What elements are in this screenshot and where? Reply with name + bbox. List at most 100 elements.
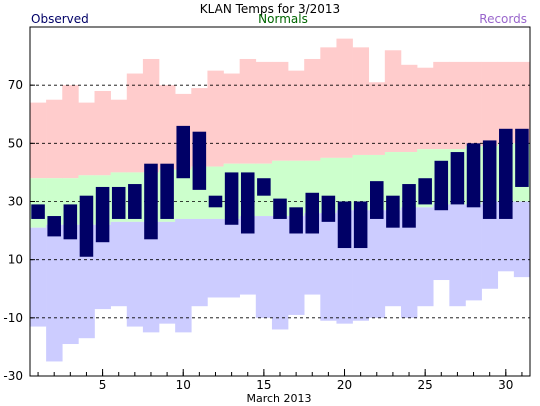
observed-bar [79,195,94,257]
record-high-band [223,73,240,164]
plot-area: -30 -10 10 30 50 70 5 10 15 20 25 30 [3,26,531,392]
record-low-band [400,207,418,318]
observed-bar [257,178,271,196]
normal-band [336,157,353,211]
legend-records: Records [479,12,527,26]
record-low-band [126,221,144,327]
normal-band [30,178,47,228]
observed-bar [402,184,416,228]
record-high-band [465,61,482,147]
normal-band [175,169,192,219]
record-low-band [223,218,240,298]
y-tick-label: 50 [8,136,23,150]
record-high-band [46,99,63,179]
y-tick-label: 10 [8,253,23,267]
record-low-band [513,201,531,278]
record-low-band [110,221,128,307]
record-low-band [207,218,224,298]
record-high-band [304,58,321,161]
record-high-band [288,70,305,161]
x-tick-label: 15 [256,378,271,392]
record-high-band [78,102,95,176]
chart-title: KLAN Temps for 3/2013 [200,2,340,16]
x-tick-label: 10 [176,378,191,392]
record-low-band [465,204,482,301]
record-high-band [142,58,160,173]
record-high-band [433,61,450,150]
observed-bar [305,192,320,234]
observed-bar [144,163,158,240]
x-tick-label: 20 [337,378,352,392]
observed-bar [63,204,78,240]
normal-band [288,160,305,217]
observed-bar [31,204,45,219]
record-low-band [62,224,79,345]
observed-bar [434,160,449,211]
x-tick-label: 30 [498,378,513,392]
record-high-band [126,73,144,173]
record-low-band [159,221,176,324]
legend-normals: Normals [258,12,308,26]
observed-bar [370,181,384,219]
record-high-band [320,47,337,158]
observed-bar [111,186,126,219]
record-low-band [481,201,499,289]
observed-bar [321,195,336,222]
x-tick-label: 5 [99,378,107,392]
record-high-band [159,85,176,170]
record-low-band [320,213,337,321]
observed-bar [160,163,174,219]
record-high-band [513,61,531,144]
observed-bar [95,186,110,243]
observed-bar [499,128,513,219]
record-high-band [336,38,353,158]
record-high-band [30,102,47,179]
record-low-band [255,216,273,318]
record-low-band [94,224,111,310]
record-low-band [239,216,257,295]
observed-bar [176,125,190,179]
record-high-band [400,64,418,153]
record-high-band [352,47,370,155]
record-high-band [497,61,515,144]
record-low-band [288,216,305,315]
observed-bar [289,207,303,234]
record-high-band [62,85,79,179]
record-high-band [481,61,499,147]
observed-bar [450,152,465,205]
normal-band [207,166,224,219]
record-high-band [239,58,257,164]
record-low-band [191,218,208,307]
record-low-band [449,204,466,307]
observed-bar [240,172,255,234]
observed-bar [386,195,400,228]
record-high-band [94,90,111,176]
record-low-band [271,216,289,330]
record-high-band [255,61,273,164]
record-high-band [271,61,289,161]
record-low-band [175,218,192,333]
record-low-band [46,224,63,362]
y-tick-label: -10 [3,311,23,325]
record-low-band [142,221,160,333]
record-low-band [368,210,386,318]
observed-bar [47,216,61,237]
observed-bar [353,201,368,249]
record-low-band [384,210,402,307]
record-high-band [368,82,386,155]
record-high-band [449,61,466,150]
record-high-band [207,70,224,167]
legend-observed: Observed [31,12,89,26]
record-high-band [417,67,434,150]
record-low-band [30,227,47,327]
observed-bar [208,195,223,208]
y-tick-label: -30 [3,369,23,383]
normal-band [352,154,370,211]
observed-bar [466,143,481,208]
observed-bar [418,178,432,205]
y-tick-label: 30 [8,195,23,209]
observed-bar [128,184,142,219]
x-tick-label: 25 [418,378,433,392]
y-tick-label: 70 [8,78,23,92]
